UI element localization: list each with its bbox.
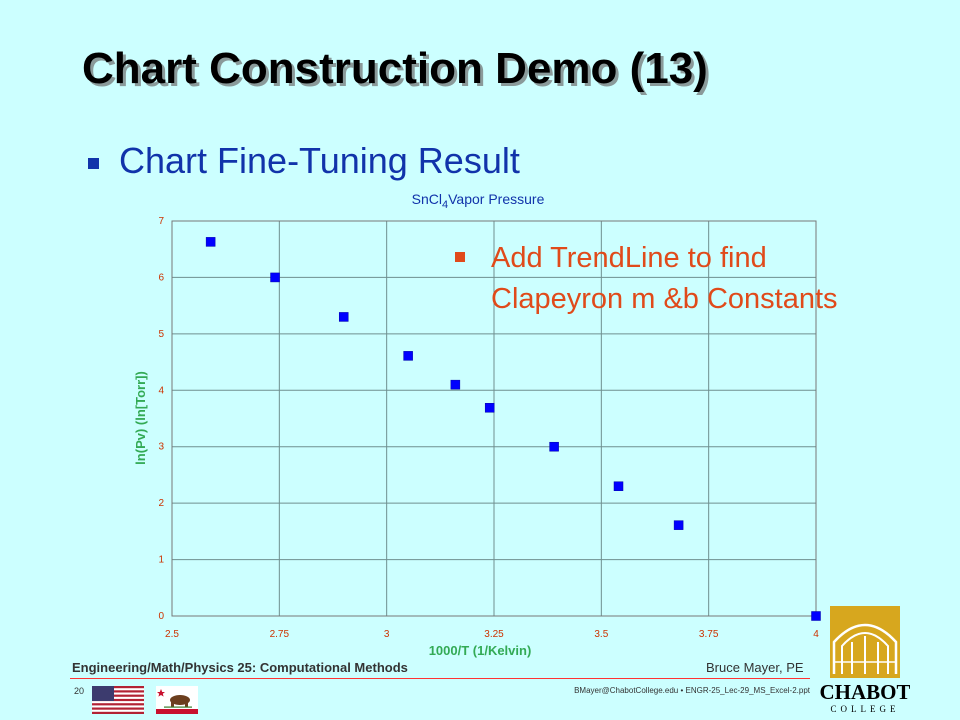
data-point — [338, 312, 349, 322]
slide-title: Chart Construction Demo (13) — [82, 44, 708, 93]
california-flag-icon — [156, 686, 198, 714]
chabot-college-logo: CHABOT COLLEGE — [820, 606, 910, 714]
y-tick-label: 5 — [158, 329, 164, 340]
x-tick-label: 3.5 — [594, 629, 608, 640]
x-tick-label: 2.75 — [270, 629, 290, 640]
y-tick-label: 7 — [158, 216, 164, 227]
y-tick-label: 1 — [158, 555, 164, 566]
callout-bullet-icon — [455, 252, 465, 262]
x-tick-label: 3 — [384, 629, 390, 640]
y-tick-label: 4 — [158, 385, 164, 396]
y-tick-label: 0 — [158, 611, 164, 622]
footer-author: Bruce Mayer, PE — [706, 660, 804, 675]
plot-area — [171, 220, 817, 617]
y-tick-labels: 0 1 2 3 4 5 6 7 — [158, 216, 164, 622]
data-point — [484, 403, 495, 413]
us-flag-icon — [92, 686, 144, 714]
data-point — [205, 237, 216, 247]
footer-divider — [70, 678, 810, 679]
data-point — [403, 351, 413, 361]
data-point — [673, 520, 684, 530]
svg-text:COLLEGE: COLLEGE — [831, 704, 900, 714]
footer-file-info: BMayer@ChabotCollege.edu • ENGR-25_Lec-2… — [574, 686, 810, 695]
bullet-text: Chart Fine-Tuning Result — [119, 140, 520, 181]
x-tick-label: 2.5 — [165, 629, 179, 640]
callout-text: Add TrendLine to find Clapeyron m &b Con… — [491, 242, 838, 315]
data-point — [549, 441, 559, 452]
data-point — [613, 481, 624, 491]
footer-course: Engineering/Math/Physics 25: Computation… — [72, 660, 408, 675]
page-number: 20 — [74, 686, 85, 696]
x-tick-label: 4 — [813, 629, 819, 640]
data-point — [270, 272, 280, 283]
data-point — [450, 379, 461, 390]
y-tick-label: 6 — [158, 272, 164, 283]
y-tick-label: 3 — [158, 442, 164, 453]
chart-title: SnCl4Vapor Pressure — [412, 191, 545, 211]
x-tick-label: 3.25 — [484, 629, 504, 640]
y-axis-label: ln(Pv) (ln[Torr]) — [133, 371, 148, 465]
y-tick-label: 2 — [158, 498, 164, 509]
x-axis-label: 1000/T (1/Kelvin) — [429, 643, 532, 658]
data-points — [205, 237, 821, 621]
x-tick-label: 3.75 — [699, 629, 719, 640]
bullet-square-icon — [88, 157, 99, 169]
data-point — [811, 611, 821, 621]
bullet-item: Chart Fine-Tuning Result — [88, 140, 520, 182]
x-tick-labels: 2.5 2.75 3 3.25 3.5 3.75 4 — [165, 629, 819, 640]
svg-text:CHABOT: CHABOT — [820, 680, 910, 704]
trendline-callout: Add TrendLine to find Clapeyron m &b Con… — [455, 238, 851, 320]
